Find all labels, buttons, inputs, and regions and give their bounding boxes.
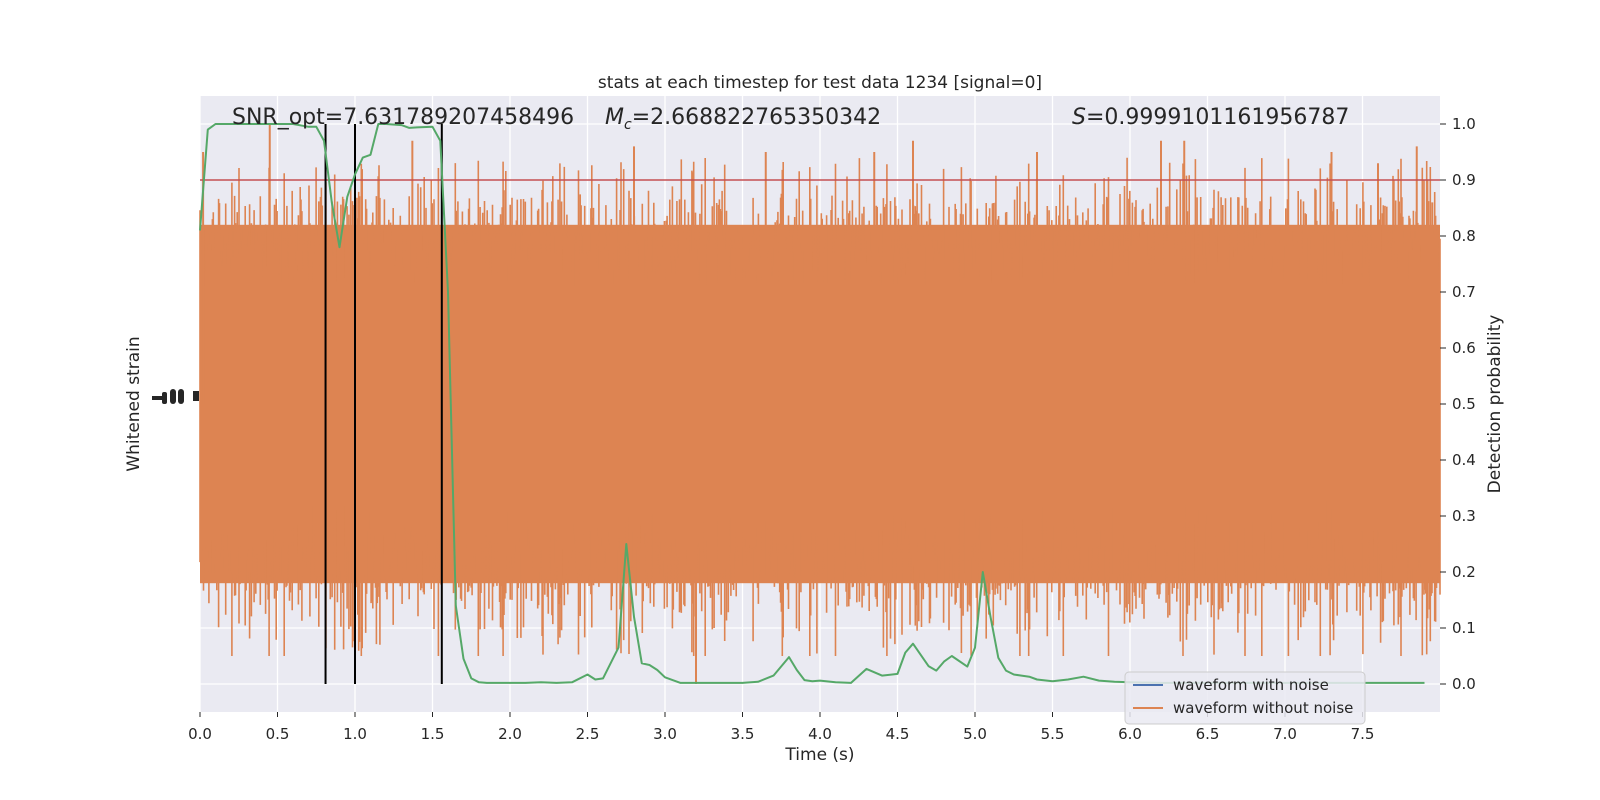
- vertical-lines: [324, 124, 443, 684]
- y-tick-label: 1.0: [1452, 115, 1476, 133]
- noise-series: [199, 124, 1441, 684]
- x-tick-label: 6.0: [1118, 725, 1142, 743]
- y-tick-label: 0.3: [1452, 507, 1476, 525]
- x-tick-label: 4.0: [808, 725, 832, 743]
- y-tick-label: 0.5: [1452, 395, 1476, 413]
- y-tick-label: 0.7: [1452, 283, 1476, 301]
- x-tick-label: 1.5: [421, 725, 445, 743]
- detection-probability-series: [199, 123, 1425, 684]
- x-tick-label: 0.0: [188, 725, 212, 743]
- noise-trace: [199, 157, 1441, 656]
- left-axis-ticklabel-cluster: [152, 389, 199, 404]
- legend-label-with-noise: waveform with noise: [1173, 676, 1329, 694]
- y-tick-label: 0.2: [1452, 563, 1476, 581]
- x-tick-label: 2.5: [576, 725, 600, 743]
- x-tick-label: 5.0: [963, 725, 987, 743]
- x-tick-label: 2.0: [498, 725, 522, 743]
- detection-probability-line: [199, 123, 1425, 684]
- x-axis-label: Time (s): [784, 745, 854, 765]
- legend-label-without-noise: waveform without noise: [1173, 699, 1353, 717]
- x-tick-label: 0.5: [266, 725, 290, 743]
- x-tick-label: 5.5: [1041, 725, 1065, 743]
- annotation-snr: SNR_opt=7.631789207458496: [232, 105, 574, 130]
- x-tick-label: 7.5: [1351, 725, 1375, 743]
- legend-box: [1124, 671, 1366, 725]
- x-tick-label: 1.0: [343, 725, 367, 743]
- x-ticks: 0.0 0.5 1.0 1.5 2.0 2.5 3.0 3.5 4.0 4.5 5.0 5.5 6.0 6…: [188, 712, 1374, 743]
- legend: waveform with noise waveform without noi…: [1124, 671, 1366, 725]
- x-tick-label: 3.0: [653, 725, 677, 743]
- y-tick-label: 0.0: [1452, 675, 1476, 693]
- y-tick-label: 0.9: [1452, 171, 1476, 189]
- y-tick-label: 0.4: [1452, 451, 1476, 469]
- chart-title: stats at each timestep for test data 123…: [598, 73, 1042, 93]
- y-axis-label-right: Detection probability: [1485, 315, 1505, 494]
- x-tick-label: 7.0: [1273, 725, 1297, 743]
- x-tick-label: 6.5: [1196, 725, 1220, 743]
- y-axis-label-left: Whitened strain: [124, 336, 144, 471]
- y-tick-label: 0.1: [1452, 619, 1476, 637]
- x-tick-label: 3.5: [731, 725, 755, 743]
- y-tick-label: 0.8: [1452, 227, 1476, 245]
- y-tick-label: 0.6: [1452, 339, 1476, 357]
- y-ticks-right: 0.0 0.1 0.2 0.3 0.4 0.5 0.6 0.7 0.8 0.9 1.0: [1440, 115, 1476, 693]
- x-tick-label: 4.5: [886, 725, 910, 743]
- annotation-chirp-mass: Mc=2.668822765350342: [605, 105, 881, 133]
- annotation-s: S=0.9999101161956787: [1072, 105, 1349, 130]
